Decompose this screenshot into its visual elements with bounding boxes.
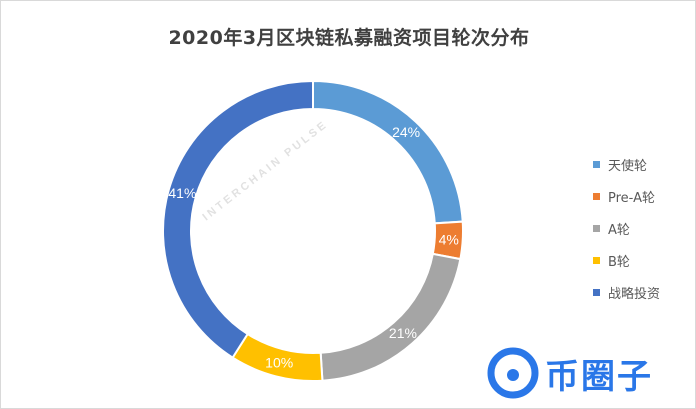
legend-item-1: 天使轮 xyxy=(593,151,660,177)
value-label-3: 21% xyxy=(389,325,417,341)
legend-label: B轮 xyxy=(608,254,630,270)
legend-label: 战略投资 xyxy=(608,286,661,302)
legend-label: Pre-A轮 xyxy=(608,190,655,206)
chart-title: 2020年3月区块链私募融资项目轮次分布 xyxy=(168,27,530,49)
legend-swatch xyxy=(593,256,600,264)
legend-swatch xyxy=(593,288,600,296)
brand-mark-text: 币圈子 xyxy=(545,356,653,397)
value-label-5: 41% xyxy=(168,185,196,201)
value-label-4: 10% xyxy=(265,355,293,371)
legend-label: A轮 xyxy=(608,222,630,238)
brand-swirl-icon xyxy=(487,347,539,399)
legend-item-4: B轮 xyxy=(593,247,660,273)
legend-item-3: A轮 xyxy=(593,215,660,241)
slice-1 xyxy=(312,79,464,225)
chart-legend: 天使轮 Pre-A轮 A轮 B轮战略投资 xyxy=(593,151,660,311)
legend-label: 天使轮 xyxy=(608,158,648,174)
brand-logo: 币圈子 xyxy=(487,345,653,401)
legend-item-5: 战略投资 xyxy=(593,279,660,305)
slice-3 xyxy=(319,252,462,382)
value-label-1: 24% xyxy=(392,124,420,140)
slice-5 xyxy=(162,79,314,360)
legend-swatch xyxy=(593,160,600,168)
legend-item-2: Pre-A轮 xyxy=(593,183,660,209)
legend-swatch xyxy=(593,224,600,232)
legend-swatch xyxy=(593,192,600,200)
value-label-2: 4% xyxy=(439,232,459,248)
